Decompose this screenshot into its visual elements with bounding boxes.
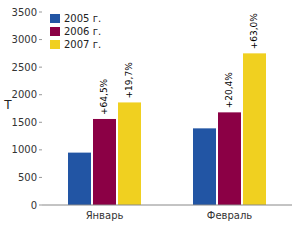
y-tick-label: 2500	[12, 62, 37, 73]
y-tick-label: 1500	[12, 117, 37, 128]
y-tick-label: 500	[18, 172, 37, 183]
y-tick	[39, 39, 42, 40]
annotation: +63,0%	[249, 13, 259, 50]
y-tick	[39, 177, 42, 178]
x-tick-label: Февраль	[207, 210, 253, 221]
y-tick	[39, 149, 42, 150]
annotations: +64,5% +20,4% +19,7% +63,0%	[99, 13, 259, 115]
y-axis: 0 500 1000 1500 2000 2500 3000 3500	[12, 7, 42, 211]
legend-label: 2005 г.	[64, 13, 101, 24]
y-tick-label: 1000	[12, 144, 37, 155]
y-tick-label: 3000	[12, 34, 37, 45]
bars	[68, 53, 266, 205]
bar	[218, 112, 241, 205]
y-tick	[39, 67, 42, 68]
legend-swatch	[50, 14, 60, 23]
bar	[243, 53, 266, 205]
bar	[193, 128, 216, 205]
annotation: +19,7%	[124, 62, 134, 99]
x-axis-line	[42, 205, 292, 206]
y-axis-label: Т	[3, 98, 12, 112]
y-tick-label: 0	[31, 200, 37, 211]
bar	[118, 102, 141, 205]
annotation: +20,4%	[224, 72, 234, 109]
y-tick	[39, 205, 42, 206]
y-tick-label: 3500	[12, 7, 37, 18]
y-tick	[39, 122, 42, 123]
legend-swatch	[50, 27, 60, 36]
chart: 0 500 1000 1500 2000 2500 3000 3500 Т +64,5% +20,4…	[0, 0, 300, 227]
x-tick-label: Январь	[86, 210, 124, 221]
legend-label: 2006 г.	[64, 26, 101, 37]
y-tick	[39, 94, 42, 95]
annotation: +64,5%	[99, 78, 109, 115]
bar	[93, 119, 116, 205]
y-tick-label: 2000	[12, 89, 37, 100]
bar	[68, 153, 91, 205]
legend-label: 2007 г.	[64, 39, 101, 50]
legend-swatch	[50, 40, 60, 49]
legend: 2005 г. 2006 г. 2007 г.	[50, 13, 101, 50]
y-tick	[39, 12, 42, 13]
